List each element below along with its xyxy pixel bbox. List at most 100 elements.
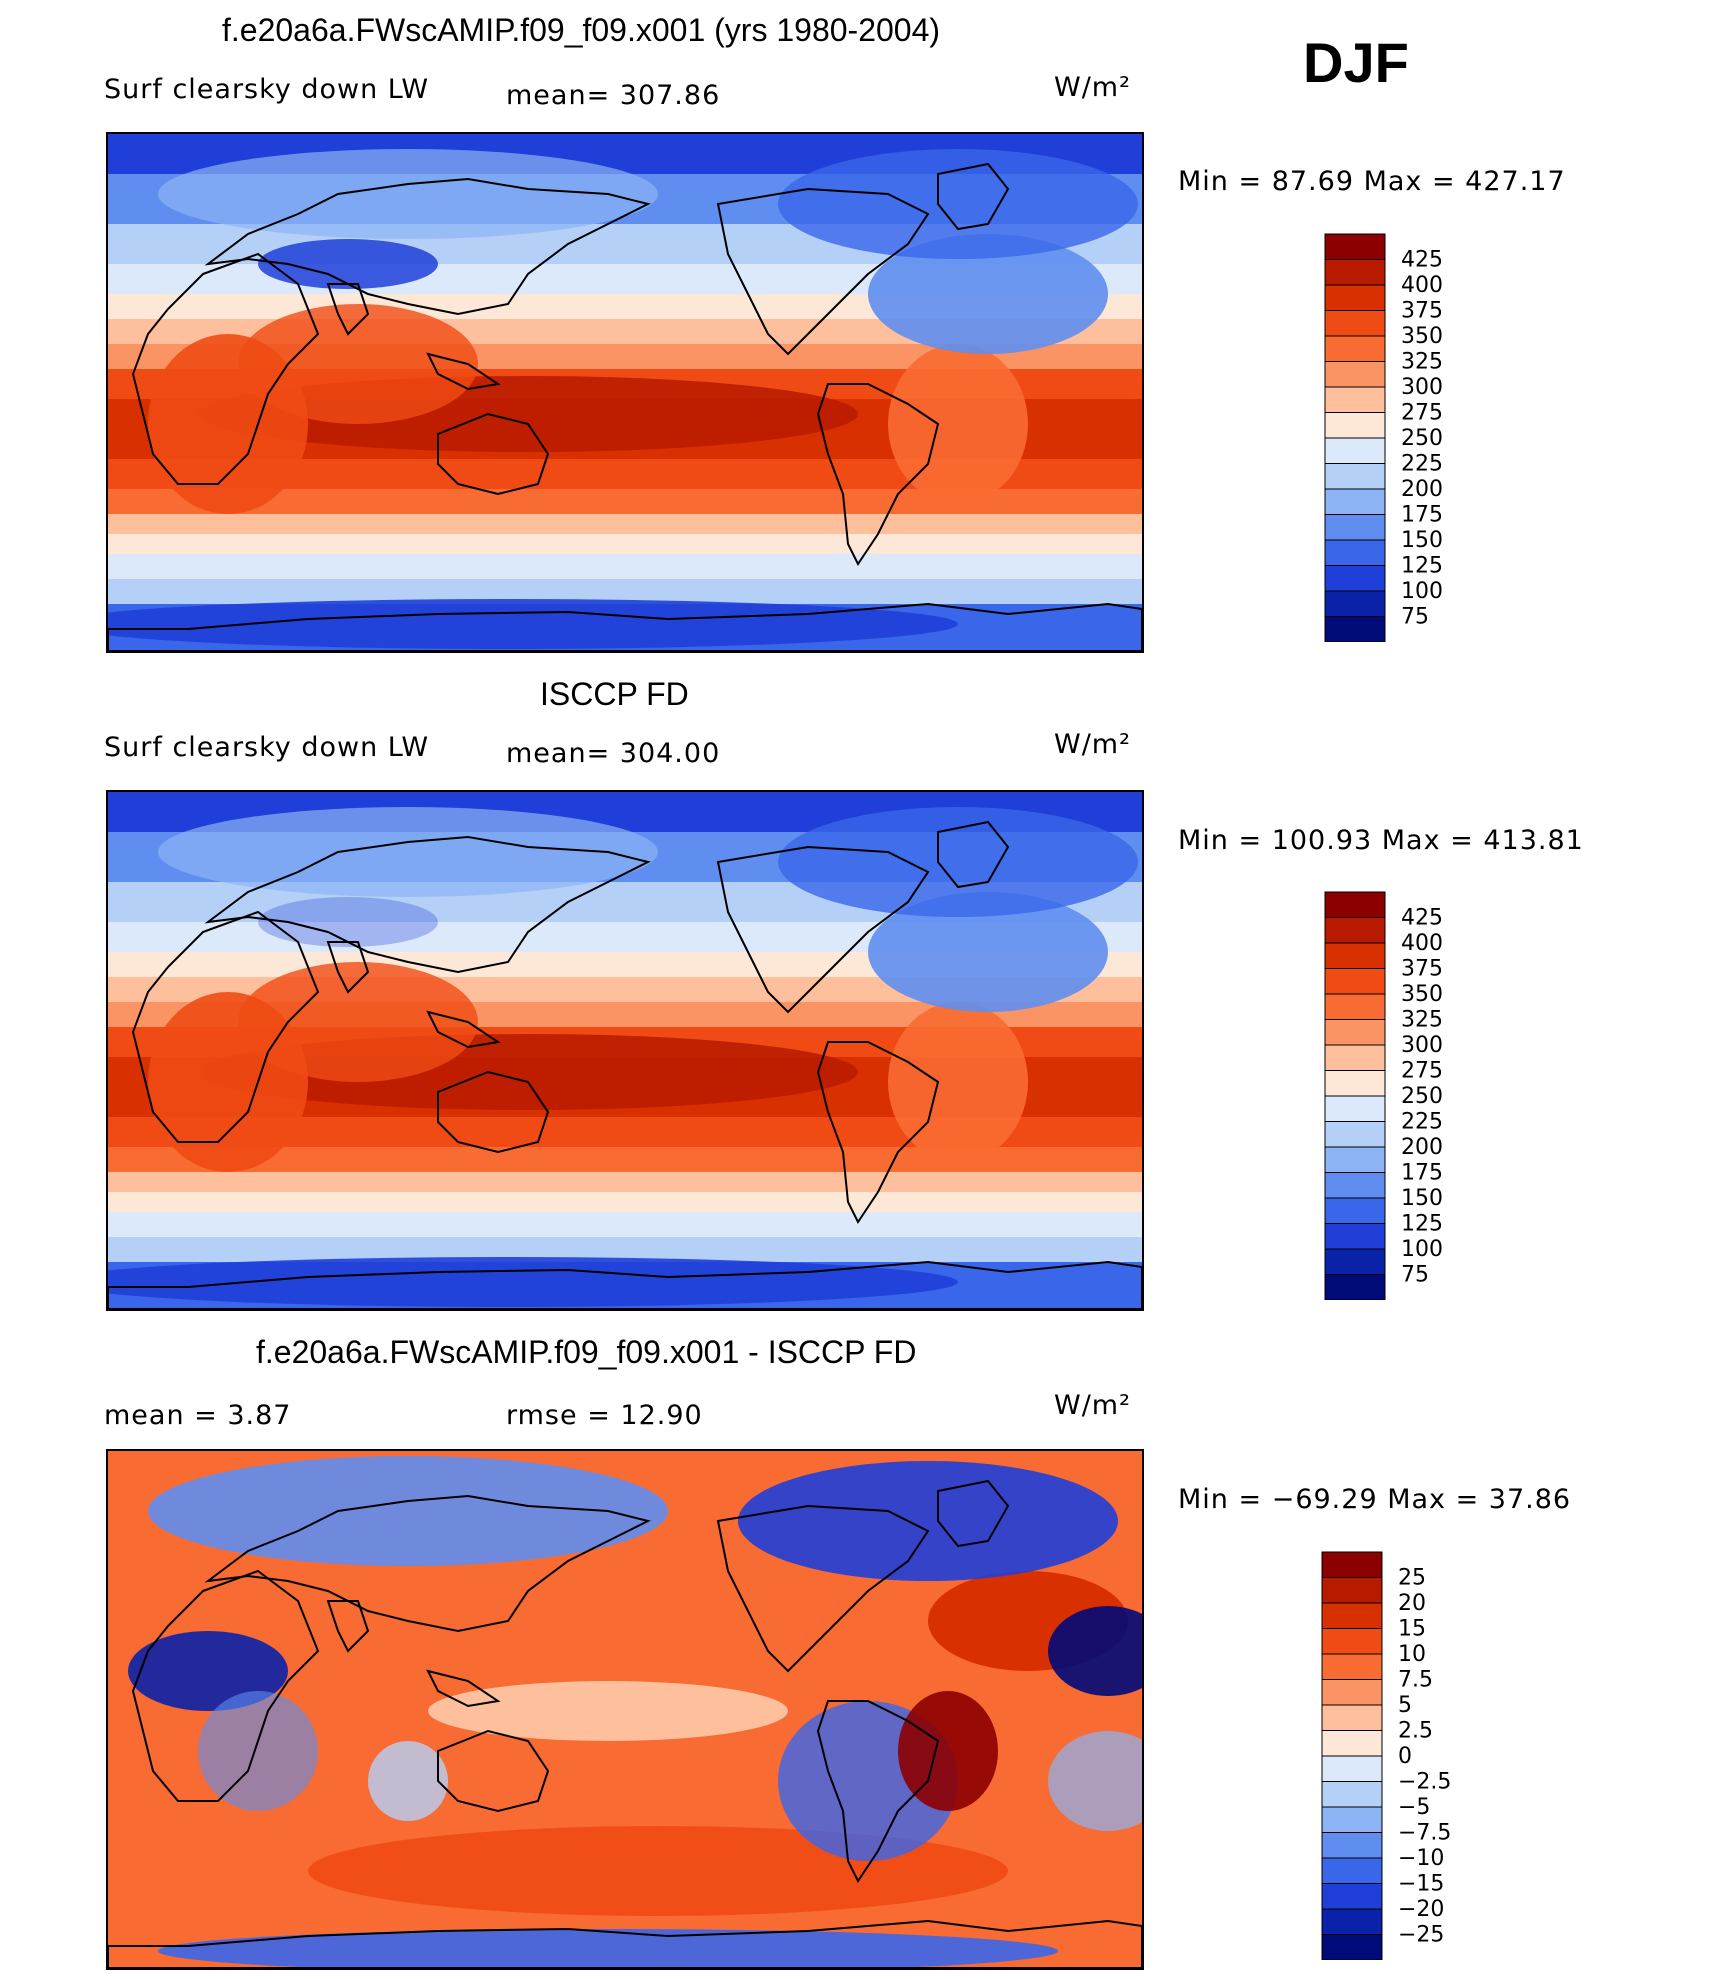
coastline <box>108 1260 1142 1309</box>
colorbar-swatch <box>1324 1274 1386 1301</box>
colorbar-swatch <box>1321 1883 1383 1910</box>
coastline <box>426 352 501 391</box>
panel-2-minmax: Min = 100.93 Max = 413.81 <box>1178 825 1584 856</box>
colorbar-tick-label: 225 <box>1401 1110 1443 1135</box>
colorbar-tick-label: 400 <box>1401 273 1443 298</box>
coastline <box>816 383 940 566</box>
colorbar-swatch <box>1321 1857 1383 1884</box>
colorbar-tick-label: 75 <box>1401 605 1429 630</box>
colorbar-swatch <box>1324 942 1386 969</box>
colorbar-swatch <box>1321 1908 1383 1935</box>
panel-3-field <box>108 1451 1142 1968</box>
panel-2-mean-label: mean= 304.00 <box>506 738 721 769</box>
coastline <box>816 1700 940 1883</box>
panel-3-mean-label: mean = 3.87 <box>104 1400 292 1431</box>
colorbar-tick-label: −7.5 <box>1398 1821 1451 1846</box>
colorbar-tick-label: −5 <box>1398 1795 1430 1820</box>
panel-2-units-label: W/m² <box>1054 729 1131 760</box>
colorbar-tick-label: 125 <box>1401 1212 1443 1237</box>
colorbar-tick-label: 75 <box>1401 1263 1429 1288</box>
colorbar-tick-label: 15 <box>1398 1617 1426 1642</box>
colorbar-tick-label: 425 <box>1401 906 1443 931</box>
colorbar-swatch <box>1324 1019 1386 1046</box>
colorbar-swatch <box>1324 233 1386 260</box>
coastline <box>426 1010 501 1049</box>
colorbar-tick-label: 100 <box>1401 579 1443 604</box>
coastline <box>326 1600 370 1653</box>
colorbar-swatch <box>1321 1934 1383 1961</box>
coastline <box>437 1070 550 1154</box>
colorbar-swatch <box>1324 412 1386 439</box>
coastline <box>204 177 651 316</box>
colorbar-swatch <box>1321 1755 1383 1782</box>
panel-1-title: f.e20a6a.FWscAMIP.f09_f09.x001 (yrs 1980… <box>222 12 941 48</box>
colorbar-swatch <box>1321 1653 1383 1680</box>
colorbar-swatch <box>1324 616 1386 643</box>
panel-1-variable-label: Surf clearsky down LW <box>104 74 430 105</box>
coastline <box>131 910 320 1143</box>
panel-1-mean-label: mean= 307.86 <box>506 80 721 111</box>
coastline <box>108 602 1142 651</box>
panel-3-units-label: W/m² <box>1054 1390 1131 1421</box>
colorbar-tick-label: 375 <box>1401 957 1443 982</box>
colorbar-tick-label: −10 <box>1398 1846 1444 1871</box>
colorbar-tick-label: 275 <box>1401 401 1443 426</box>
colorbar-swatch <box>1324 1121 1386 1148</box>
colorbar-swatch <box>1321 1704 1383 1731</box>
coastline <box>204 1494 651 1633</box>
panel-1-colorbar: 425 400 375 350 325 300 275 250 225 200 175 150 125 1… <box>1323 232 1463 647</box>
coastline <box>716 1504 930 1673</box>
coastline <box>108 1919 1142 1968</box>
coastline <box>437 1729 550 1813</box>
panel-3-rmse-label: rmse = 12.90 <box>506 1400 703 1431</box>
coastline <box>937 1479 1010 1548</box>
colorbar-tick-label: 425 <box>1401 248 1443 273</box>
colorbar-swatch <box>1324 386 1386 413</box>
colorbar-swatch <box>1321 1602 1383 1629</box>
colorbar-swatch <box>1324 259 1386 286</box>
colorbar-tick-label: 275 <box>1401 1059 1443 1084</box>
colorbar-swatch <box>1324 1095 1386 1122</box>
colorbar-swatch <box>1324 539 1386 566</box>
panel-3-title: f.e20a6a.FWscAMIP.f09_f09.x001 - ISCCP F… <box>256 1334 917 1370</box>
colorbar-swatch <box>1324 993 1386 1020</box>
colorbar-swatch <box>1324 361 1386 388</box>
coastline <box>131 1569 320 1802</box>
coastline <box>204 835 651 974</box>
colorbar-swatch <box>1324 565 1386 592</box>
colorbar-tick-label: 400 <box>1401 931 1443 956</box>
colorbar-swatch <box>1324 1248 1386 1275</box>
panel-2-variable-label: Surf clearsky down LW <box>104 732 430 763</box>
colorbar-swatch <box>1324 891 1386 918</box>
colorbar-tick-label: 100 <box>1401 1237 1443 1262</box>
colorbar-tick-label: 200 <box>1401 477 1443 502</box>
colorbar-tick-label: 325 <box>1401 350 1443 375</box>
colorbar-swatch <box>1324 1044 1386 1071</box>
coastline <box>816 1041 940 1224</box>
colorbar-swatch <box>1321 1628 1383 1655</box>
colorbar-tick-label: 2.5 <box>1398 1719 1433 1744</box>
colorbar-tick-label: 350 <box>1401 324 1443 349</box>
colorbar-swatch <box>1321 1551 1383 1578</box>
colorbar-tick-label: 250 <box>1401 426 1443 451</box>
colorbar-tick-label: 175 <box>1401 1161 1443 1186</box>
coastline <box>716 845 930 1014</box>
colorbar-swatch <box>1321 1781 1383 1808</box>
panel-1-field <box>108 134 1142 651</box>
colorbar-tick-label: 300 <box>1401 1033 1443 1058</box>
panel-2-map <box>106 790 1144 1311</box>
colorbar-swatch <box>1321 1832 1383 1859</box>
colorbar-tick-label: −15 <box>1398 1872 1444 1897</box>
colorbar-swatch <box>1324 1172 1386 1199</box>
colorbar-swatch <box>1324 488 1386 515</box>
colorbar-tick-label: 225 <box>1401 452 1443 477</box>
colorbar-tick-label: 7.5 <box>1398 1668 1433 1693</box>
colorbar-swatch <box>1324 1197 1386 1224</box>
colorbar-swatch <box>1321 1806 1383 1833</box>
colorbar-swatch <box>1324 514 1386 541</box>
colorbar-tick-label: 25 <box>1398 1566 1426 1591</box>
panel-3-colorbar: 25 20 15 10 7.5 5 2.5 0 −2.5 −5 −7.5 −10 −15 −20 −25 <box>1320 1550 1470 1965</box>
colorbar-tick-label: 375 <box>1401 299 1443 324</box>
season-label: DJF <box>1303 31 1409 94</box>
coastline <box>716 187 930 356</box>
